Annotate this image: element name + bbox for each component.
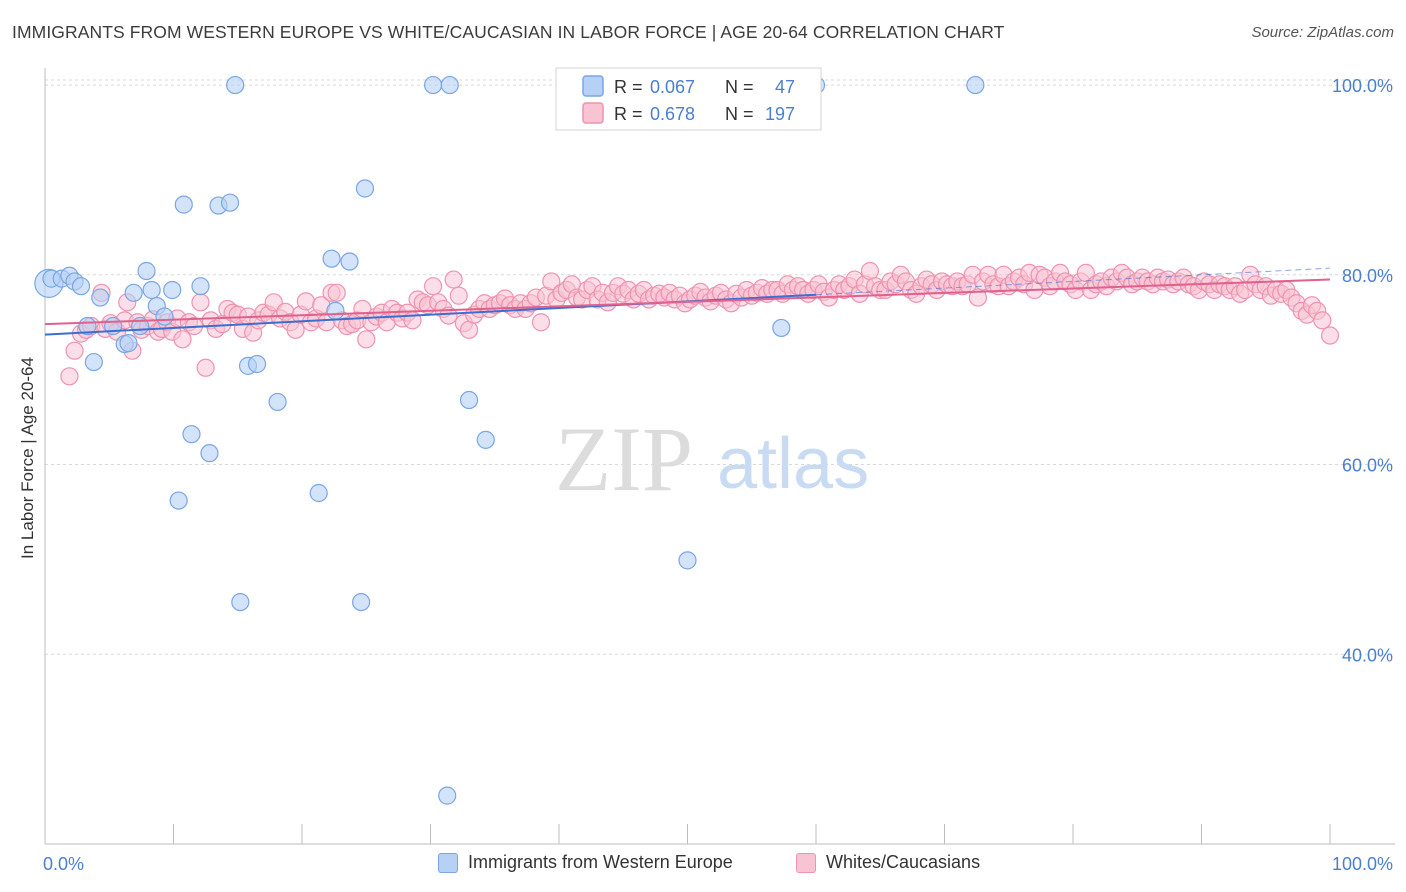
legend-n-value: 47 — [775, 77, 795, 97]
data-point-immigrants — [322, 249, 341, 268]
data-point-immigrants — [355, 179, 375, 198]
data-point-immigrants — [340, 252, 359, 271]
y-tick-label: 40.0% — [1342, 645, 1393, 665]
data-point-whites — [531, 313, 551, 332]
data-point-immigrants — [124, 283, 143, 302]
data-point-immigrants — [119, 334, 138, 353]
data-point-whites — [191, 293, 210, 312]
data-point-whites — [65, 341, 84, 360]
data-point-immigrants — [459, 390, 479, 410]
data-point-whites — [860, 261, 880, 281]
data-point-immigrants — [220, 193, 240, 212]
data-point-immigrants — [191, 277, 210, 296]
x-tick-label: 0.0% — [43, 854, 84, 874]
y-tick-label: 60.0% — [1342, 456, 1393, 476]
y-tick-label: 100.0% — [1332, 76, 1393, 96]
legend-r-label: R = — [614, 104, 643, 124]
trend-lines — [44, 267, 1331, 336]
data-point-immigrants — [84, 352, 103, 372]
legend-label-immigrants: Immigrants from Western Europe — [468, 852, 733, 872]
data-point-immigrants — [772, 318, 791, 338]
data-point-immigrants — [352, 592, 371, 612]
data-point-immigrants — [163, 280, 182, 300]
data-point-immigrants — [440, 75, 459, 95]
tick-labels: 100.0% 80.0% 60.0% 40.0% 0.0% 100.0% — [43, 76, 1393, 874]
data-point-immigrants — [155, 307, 174, 326]
legend-r-label: R = — [614, 77, 643, 97]
data-point-whites — [1076, 263, 1095, 283]
data-point-immigrants — [309, 483, 328, 503]
data-point-whites — [1320, 326, 1340, 345]
legend-n-label: N = — [725, 104, 754, 124]
data-point-immigrants — [476, 430, 495, 449]
data-point-immigrants — [142, 280, 161, 300]
watermark: ZIP atlas — [555, 408, 869, 510]
data-point-immigrants — [226, 75, 245, 95]
legend-item-immigrants[interactable]: Immigrants from Western Europe — [438, 852, 733, 873]
data-point-immigrants — [423, 75, 443, 95]
x-tick-label: 100.0% — [1332, 854, 1393, 874]
legend-label-whites: Whites/Caucasians — [826, 852, 981, 872]
data-point-whites — [444, 270, 463, 289]
data-point-immigrants — [174, 195, 193, 214]
legend-item-whites[interactable]: Whites/Caucasians — [796, 852, 980, 873]
data-point-immigrants — [231, 592, 250, 612]
axes — [44, 68, 1395, 845]
data-point-immigrants — [966, 75, 985, 95]
data-point-immigrants — [169, 491, 188, 510]
data-point-immigrants — [91, 288, 110, 307]
data-point-immigrants — [326, 301, 345, 320]
data-point-whites — [357, 330, 376, 349]
legend-swatch-blue — [438, 852, 458, 873]
legend-swatch — [582, 75, 604, 97]
legend-swatch-pink — [796, 852, 816, 873]
trend-line-immigrants-extension — [815, 267, 1331, 296]
data-point-immigrants — [200, 444, 219, 463]
correlation-legend: R = 0.067 N = 47 R = 0.678 N = 197 — [555, 67, 822, 131]
bottom-legend: Immigrants from Western Europe Whites/Ca… — [0, 852, 1406, 878]
legend-n-value: 197 — [765, 104, 795, 124]
data-point-whites — [449, 286, 468, 305]
legend-swatch — [582, 102, 604, 124]
data-point-whites — [968, 288, 988, 307]
data-point-immigrants — [438, 786, 457, 805]
data-point-whites — [173, 330, 192, 349]
data-point-whites — [423, 277, 443, 296]
data-point-immigrants — [678, 551, 697, 570]
watermark-atlas: atlas — [717, 424, 869, 504]
data-point-whites — [196, 358, 215, 377]
data-point-immigrants — [247, 354, 267, 374]
data-point-immigrants — [182, 425, 201, 444]
y-tick-label: 80.0% — [1342, 266, 1393, 286]
data-point-immigrants — [71, 277, 91, 296]
data-point-whites — [542, 272, 561, 291]
watermark-zip: ZIP — [555, 408, 693, 510]
data-point-whites — [459, 320, 479, 339]
data-point-immigrants — [268, 392, 287, 412]
trend-line-whites — [44, 278, 1331, 326]
data-point-whites — [327, 283, 346, 302]
data-point-whites — [60, 367, 79, 386]
data-point-whites — [286, 320, 305, 339]
legend-n-label: N = — [725, 77, 754, 97]
source-label: Source: ZipAtlas.com — [1251, 24, 1394, 41]
data-point-whites — [1313, 311, 1332, 330]
chart-title: IMMIGRANTS FROM WESTERN EUROPE VS WHITE/… — [12, 22, 1005, 42]
data-point-whites — [439, 306, 458, 325]
data-point-whites — [296, 292, 315, 311]
data-point-immigrants — [137, 261, 156, 281]
legend-r-value: 0.678 — [650, 104, 695, 124]
legend-r-value: 0.067 — [650, 77, 695, 97]
